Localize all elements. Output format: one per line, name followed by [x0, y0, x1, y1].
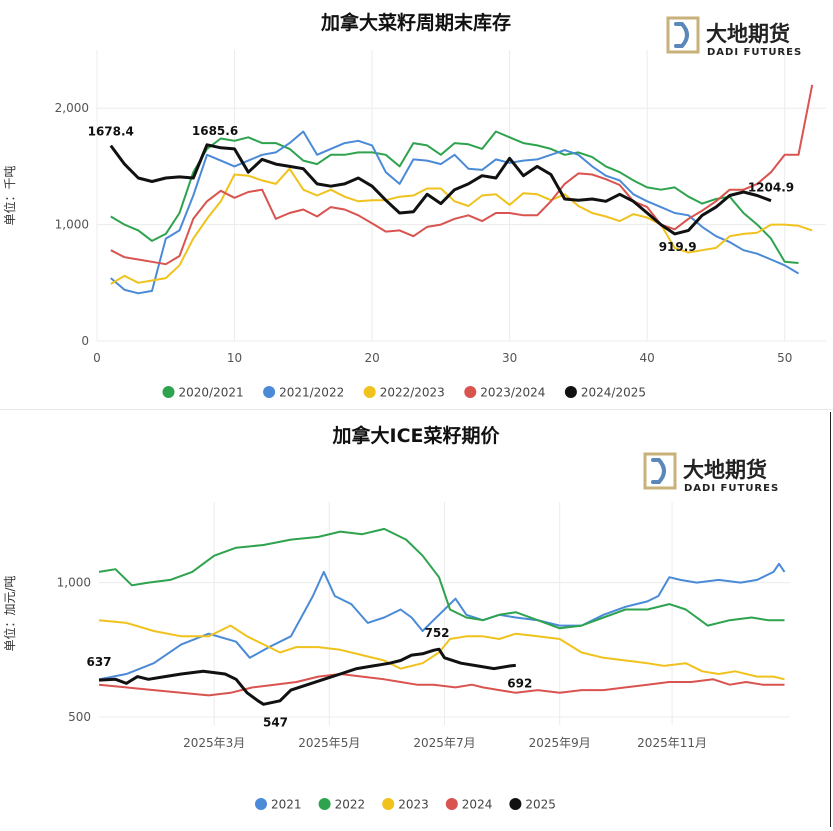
y-tick-label: 0: [81, 334, 89, 348]
series-line: [98, 619, 785, 681]
legend-dot-icon: [263, 386, 276, 398]
data-label: 692: [507, 676, 532, 690]
legend-dot-icon: [382, 798, 395, 810]
legend-item: 2022/2023: [363, 386, 445, 400]
legend-dot-icon: [464, 386, 477, 398]
x-tick-label: 40: [640, 351, 655, 365]
data-label: 547: [263, 715, 288, 729]
logo-subname: DADI FUTURES: [684, 483, 779, 494]
legend-dot-icon: [318, 798, 331, 810]
legend-item: 2025: [509, 798, 556, 812]
legend-label: 2022: [335, 798, 366, 812]
y-tick-label: 500: [68, 710, 91, 724]
gridlines: [99, 502, 790, 725]
series-line: [98, 527, 785, 630]
legend-item: 2021/2022: [263, 386, 344, 400]
legend-item: 2020/2021: [162, 386, 244, 400]
chart-title: 加拿大ICE菜籽期价: [332, 424, 501, 447]
series-line: [98, 647, 516, 706]
legend-dot-icon: [509, 798, 522, 810]
y-tick-label: 1,000: [57, 576, 91, 590]
panel-divider: [0, 409, 833, 410]
logo-mark-icon: [674, 22, 689, 48]
y-axis-label: 单位：千吨: [2, 165, 17, 225]
x-tick-label: 30: [502, 351, 517, 365]
legend-item: 2024: [445, 798, 493, 812]
y-tick-label: 2,000: [55, 101, 89, 115]
legend-label: 2020/2021: [179, 386, 244, 400]
legend-label: 2021/2022: [279, 386, 344, 400]
x-tick-label: 2025年5月: [298, 736, 360, 750]
legend-label: 2021: [271, 798, 302, 812]
legend-dot-icon: [363, 386, 376, 398]
price-chart-panel: 加拿大ICE菜籽期价 2025年3月 2025年5月 2025年7月 2025年9月 20…: [0, 412, 833, 827]
x-tick-label: 0: [93, 351, 101, 365]
x-tick-label: 50: [777, 351, 792, 365]
x-tick-label: 2025年11月: [637, 736, 707, 750]
logo-name: 大地期货: [706, 22, 790, 46]
legend-item: 2022: [318, 798, 366, 812]
series-line: [110, 167, 813, 285]
legend-item: 2023: [382, 798, 429, 812]
logo-frame-icon: [643, 452, 677, 490]
legend-item: 2024/2025: [564, 386, 646, 400]
x-tick-label: 2025年3月: [183, 736, 245, 750]
chart-title: 加拿大菜籽周期末库存: [320, 11, 511, 34]
legend-dot-icon: [162, 386, 175, 398]
series-line: [110, 130, 800, 295]
legend-label: 2022/2023: [380, 386, 445, 400]
logo-frame-icon: [666, 16, 700, 54]
legend-label: 2024/2025: [581, 386, 646, 400]
data-label: 1685.6: [192, 124, 238, 138]
x-tick-label: 20: [364, 351, 379, 365]
legend-dot-icon: [564, 386, 577, 398]
y-tick-label: 1,000: [55, 218, 89, 232]
legend-dot-icon: [255, 798, 267, 810]
data-label: 1204.9: [748, 181, 794, 195]
stock-chart-panel: 加拿大菜籽周期末库存 0 10 20 30 40 50 0 1,000 2,000 单位：千吨 167…: [0, 0, 833, 408]
data-label: 1678.4: [88, 125, 134, 139]
logo-subname: DADI FUTURES: [707, 47, 802, 58]
logo-mark-icon: [651, 458, 666, 484]
x-tick-label: 2025年7月: [413, 736, 475, 750]
stock-chart: 加拿大菜籽周期末库存 0 10 20 30 40 50 0 1,000 2,000 单位：千吨 167…: [2, 11, 826, 400]
legend-label: 2023: [398, 798, 429, 812]
series-line: [110, 84, 814, 266]
legend-item: 2021: [255, 798, 302, 812]
data-label: 919.9: [659, 240, 697, 254]
legend-label: 2024: [462, 798, 493, 812]
panel-border: [830, 412, 831, 827]
x-tick-label: 10: [227, 351, 242, 365]
y-axis-label: 单位：加元/吨: [2, 575, 17, 651]
legend-label: 2025: [525, 798, 556, 812]
data-label: 637: [86, 655, 111, 669]
x-tick-label: 2025年9月: [529, 736, 591, 750]
series-line: [98, 562, 786, 681]
data-label: 752: [424, 626, 449, 640]
gridlines: [96, 50, 826, 342]
logo-name: 大地期货: [683, 458, 767, 482]
price-chart: 加拿大ICE菜籽期价 2025年3月 2025年5月 2025年7月 2025年9月 20…: [2, 424, 790, 812]
series-line: [109, 143, 772, 236]
legend-item: 2023/2024: [464, 386, 545, 400]
series-line: [98, 673, 785, 697]
series-line: [110, 130, 799, 264]
legend-dot-icon: [445, 798, 458, 810]
legend-label: 2023/2024: [480, 386, 545, 400]
